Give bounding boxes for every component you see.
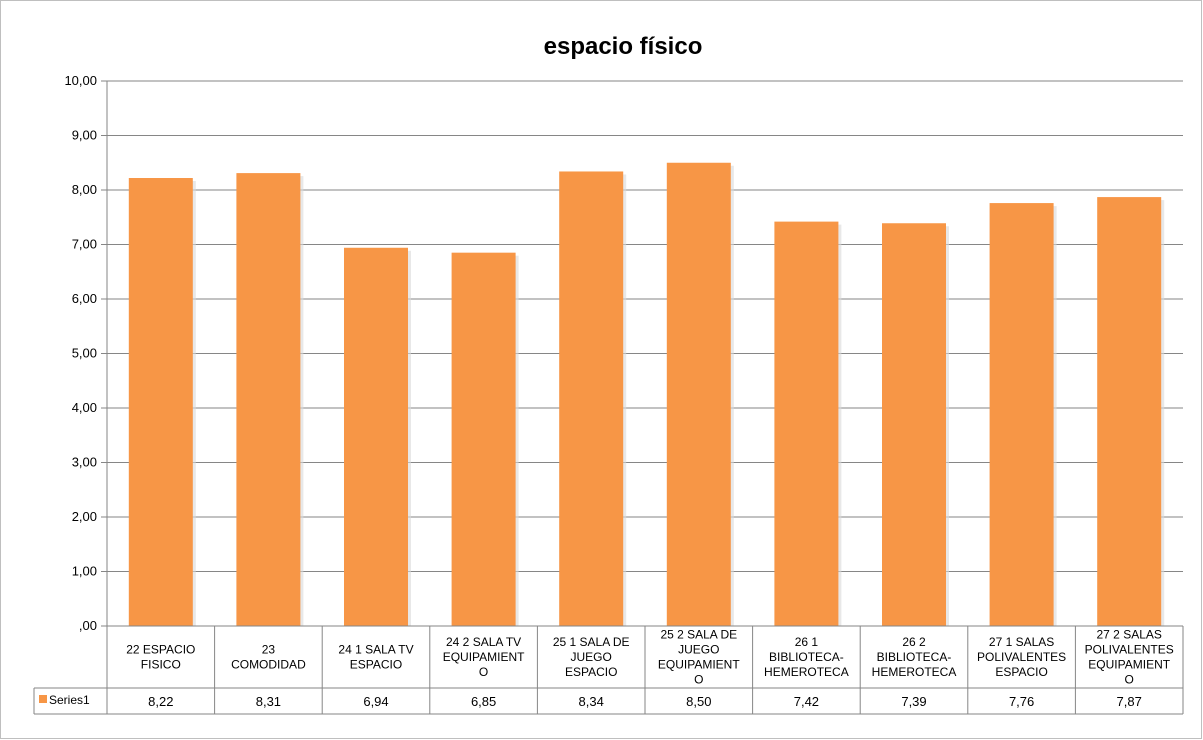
category-label: 24 2 SALA TV EQUIPAMIENT O [443,635,525,679]
legend-label: Series1 [49,693,90,707]
bars [128,162,1165,627]
y-tick-label: ,00 [79,618,97,633]
category-label: 25 2 SALA DE JUEGO EQUIPAMIENT O [658,628,740,687]
y-tick-label: 1,00 [72,564,97,579]
data-value-label: 7,39 [901,694,926,709]
y-tick-label: 6,00 [72,291,97,306]
legend-swatch [39,695,47,703]
category-label: 26 2 BIBLIOTECA-HEMEROTECA [872,635,957,679]
data-value-label: 7,42 [794,694,819,709]
y-tick-label: 10,00 [64,73,97,88]
category-label: 23 COMODIDAD [231,643,306,672]
bar [559,171,624,626]
bar [882,223,946,626]
bar [1097,197,1162,626]
category-label: 27 1 SALAS POLIVALENTES ESPACIO [977,635,1066,679]
y-axis-ticks: ,00 1,00 2,00 3,00 4,00 5,00 6,00 7,00 8,00 9,00 1… [64,73,97,633]
data-value-label: 7,87 [1117,694,1142,709]
data-value-label: 8,34 [579,694,604,709]
category-label: 22 ESPACIO FISICO [126,643,195,672]
y-tick-label: 9,00 [72,128,97,143]
data-value-label: 8,50 [686,694,711,709]
y-tick-label: 3,00 [72,455,97,470]
bar [666,162,731,626]
data-value-label: 6,85 [471,694,496,709]
bar [236,173,301,627]
data-value-label: 7,76 [1009,694,1034,709]
bar [989,203,1054,626]
y-tick-label: 4,00 [72,400,97,415]
y-tick-label: 2,00 [72,509,97,524]
data-table: 22 ESPACIO FISICO 23 COMODIDAD 24 1 SALA TV E… [33,625,1184,715]
bar [774,221,839,627]
y-tick-label: 8,00 [72,182,97,197]
data-value-label: 8,22 [148,694,173,709]
category-label: 27 2 SALAS POLIVALENTES EQUIPAMIENT O [1085,628,1174,687]
category-label: 26 1 BIBLIOTECA-HEMEROTECA [764,635,849,679]
bar [344,247,408,626]
data-value-label: 6,94 [363,694,388,709]
category-label: 24 1 SALA TV ESPACIO [338,643,413,672]
data-value-label: 8,31 [256,694,281,709]
bar [128,178,193,626]
y-tick-label: 5,00 [72,346,97,361]
chart-title: espacio físico [544,33,703,60]
y-tick-label: 7,00 [72,237,97,252]
bar [451,252,516,627]
category-label: 25 1 SALA DE JUEGO ESPACIO [553,635,630,679]
